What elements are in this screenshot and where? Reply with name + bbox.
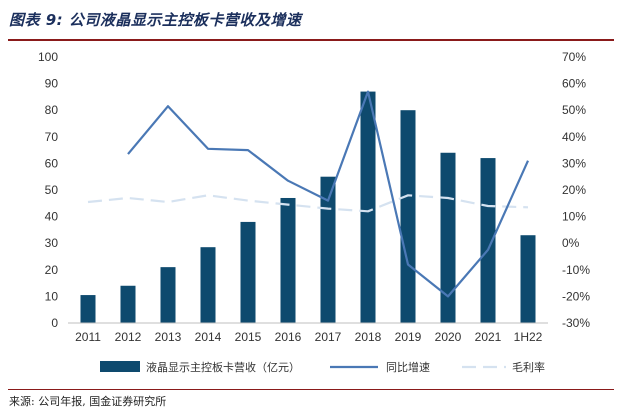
x-tick-label: 2018 — [355, 330, 382, 344]
bar — [440, 152, 456, 323]
legend-label-growth: 同比增速 — [386, 360, 430, 374]
right-tick-label: -10% — [562, 263, 590, 277]
x-tick-label: 2019 — [395, 330, 422, 344]
x-tick-label: 2015 — [235, 330, 262, 344]
bar — [400, 110, 416, 323]
x-tick-label: 2012 — [115, 330, 142, 344]
bar — [80, 295, 96, 323]
left-tick-label: 40 — [45, 210, 59, 224]
growth-line — [127, 90, 530, 298]
right-tick-label: -30% — [562, 316, 590, 330]
left-tick-label: 50 — [45, 183, 59, 197]
bar — [360, 91, 376, 323]
legend-swatch-bar — [100, 361, 140, 372]
series-lines — [87, 90, 530, 298]
left-tick-label: 70 — [45, 130, 59, 144]
left-tick-label: 10 — [45, 289, 59, 303]
title-bar: 图表 9: 公司液晶显示主控板卡营收及增速 — [0, 0, 622, 44]
left-tick-label: 30 — [45, 236, 59, 250]
legend-label-margin: 毛利率 — [512, 360, 545, 374]
left-tick-label: 80 — [45, 103, 59, 117]
left-tick-label: 0 — [51, 316, 58, 330]
source-note: 来源: 公司年报, 国金证券研究所 — [9, 395, 167, 408]
x-tick-label: 2016 — [275, 330, 302, 344]
right-tick-label: 70% — [562, 50, 586, 64]
chart-title: 图表 9: 公司液晶显示主控板卡营收及增速 — [9, 11, 302, 29]
left-tick-label: 100 — [38, 50, 58, 64]
right-tick-label: 30% — [562, 156, 586, 170]
left-tick-label: 20 — [45, 263, 59, 277]
bar — [280, 197, 296, 323]
title-rule — [8, 39, 614, 41]
x-tick-label: 2013 — [155, 330, 182, 344]
bar — [120, 285, 136, 323]
bar — [520, 235, 536, 323]
right-tick-label: 40% — [562, 130, 586, 144]
left-tick-label: 60 — [45, 156, 59, 170]
left-tick-label: 90 — [45, 77, 59, 91]
left-axis-ticks: 0 10 20 30 40 50 60 70 80 90 100 — [38, 50, 58, 330]
bar — [480, 158, 496, 323]
bar — [240, 221, 256, 323]
x-tick-label: 2011 — [75, 330, 101, 344]
bar — [200, 247, 216, 323]
right-tick-label: 60% — [562, 77, 586, 91]
x-tick-label: 2021 — [475, 330, 502, 344]
right-axis-ticks: -30% -20% -10% 0% 10% 20% 30% 40% 50% 60% 70% — [562, 50, 590, 330]
legend-label-revenue: 液晶显示主控板卡营收（亿元） — [146, 360, 300, 374]
right-tick-label: 0% — [562, 236, 580, 250]
right-tick-label: 20% — [562, 183, 586, 197]
margin-line — [87, 194, 529, 213]
source-rule — [8, 389, 614, 390]
x-tick-label: 2014 — [195, 330, 222, 344]
chart: 0 10 20 30 40 50 60 70 80 90 100 -30% -20% -10% 0% 10%… — [38, 50, 590, 374]
legend: 液晶显示主控板卡营收（亿元） 同比增速 毛利率 — [100, 360, 545, 374]
x-axis-ticks: 2011 2012 2013 2014 2015 2016 2017 2018 2019 2020… — [75, 330, 543, 344]
x-tick-label: 2017 — [315, 330, 342, 344]
bars — [80, 91, 536, 323]
right-tick-label: -20% — [562, 289, 590, 303]
right-tick-label: 10% — [562, 210, 586, 224]
bar — [160, 267, 176, 323]
x-tick-label: 2020 — [435, 330, 462, 344]
bar — [320, 176, 336, 323]
right-tick-label: 50% — [562, 103, 586, 117]
x-tick-label: 1H22 — [514, 330, 543, 344]
